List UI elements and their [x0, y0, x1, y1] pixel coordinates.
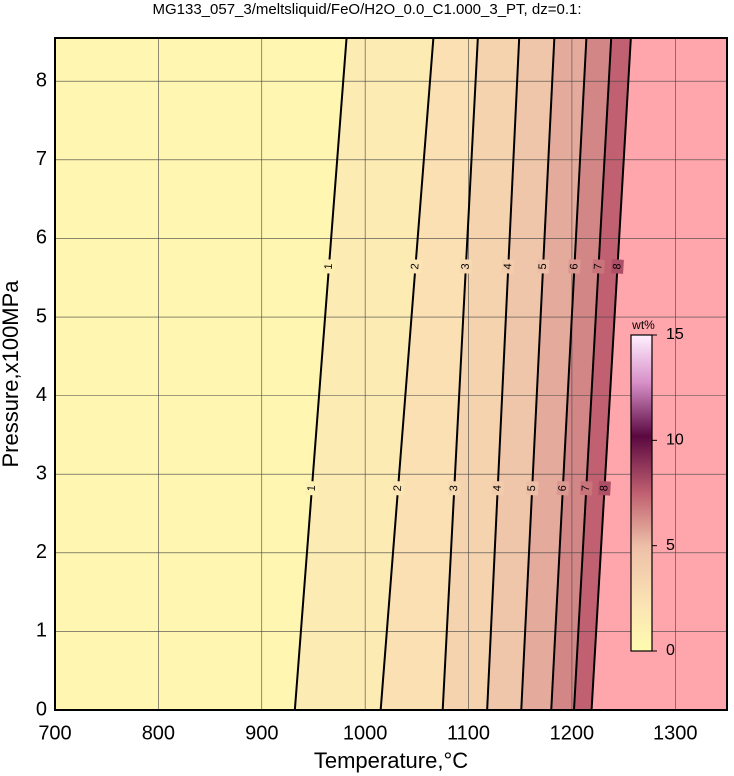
x-axis-label: Temperature,°C [314, 748, 468, 773]
colorbar-tick-label: 0 [666, 642, 675, 659]
x-tick-label: 1100 [447, 722, 490, 744]
contour-label-bg [491, 480, 505, 496]
colorbar-label: wt% [631, 318, 655, 332]
contour-label-group: 8 [598, 480, 611, 496]
chart-title: MG133_057_3/meltsliquid/FeO/H2O_0.0_C1.0… [152, 1, 581, 18]
plot-frame [54, 37, 728, 711]
colorbar [630, 334, 653, 652]
y-tick-label: 6 [36, 227, 47, 249]
contour-label: 3 [460, 263, 472, 270]
y-tick-label: 4 [36, 384, 47, 406]
contour-label-bg [305, 480, 319, 496]
x-tick-label: 700 [38, 722, 71, 744]
contour-line [590, 37, 632, 711]
contour-label-group: 6 [556, 480, 570, 496]
contour-label-bg [391, 480, 405, 496]
y-tick-label: 2 [36, 541, 47, 563]
x-tick-label: 1300 [653, 722, 698, 744]
colorbar-tick-label: 5 [666, 537, 675, 554]
contour-label-group: 2 [408, 259, 422, 274]
plot-area [55, 38, 727, 710]
x-tick-label: 900 [245, 722, 278, 744]
colorbar-tick-label: 10 [666, 432, 684, 449]
contour-line [441, 37, 479, 711]
y-axis-label: Pressure,x100MPa [0, 280, 23, 468]
y-tick-label: 0 [36, 698, 47, 720]
contour-label-bg [579, 480, 593, 496]
contour-label-group: 8 [611, 259, 624, 274]
y-tick-label: 3 [36, 462, 47, 484]
contour-label-group: 7 [579, 480, 593, 496]
contour-label: 6 [557, 485, 569, 492]
x-tick-label: 1000 [343, 722, 388, 744]
contour-label: 4 [491, 485, 503, 492]
contour-label: 2 [409, 263, 421, 270]
contour-label-group: 5 [525, 480, 539, 496]
contour-label-bg [598, 480, 611, 496]
y-tick-label: 5 [36, 305, 47, 327]
x-tick-label: 800 [142, 722, 175, 744]
contour-label-bg [536, 259, 550, 274]
contour-label-group: 1 [322, 259, 336, 274]
contour-label-bg [568, 259, 581, 274]
contour-label-bg [447, 480, 461, 496]
contour-label-group: 1 [305, 480, 319, 496]
contour-label: 8 [611, 263, 623, 270]
contour-label: 1 [306, 485, 318, 492]
contour-label-group: 3 [447, 480, 461, 496]
contour-label-bg [501, 259, 515, 274]
contour-label-group: 6 [568, 259, 581, 274]
contour-label-group: 4 [491, 480, 505, 496]
contour-label: 3 [448, 485, 460, 492]
contour-label: 5 [526, 485, 538, 492]
contour-label-bg [611, 259, 624, 274]
contour-label: 7 [580, 485, 592, 492]
contour-label: 2 [392, 485, 404, 492]
contour-line [379, 37, 435, 711]
contour-line [520, 37, 556, 711]
y-tick-label: 7 [36, 148, 47, 170]
contour-label-group: 4 [501, 259, 515, 274]
colorbar-tick-label: 15 [666, 326, 684, 343]
contour-label-group: 5 [536, 259, 550, 274]
contour-label-bg [525, 480, 539, 496]
contour-line [572, 37, 613, 711]
x-tick-label: 1200 [550, 722, 595, 744]
y-tick-label: 8 [36, 70, 47, 92]
contour-label-bg [322, 259, 336, 274]
contour-label-group: 7 [592, 259, 605, 274]
contour-label: 5 [537, 263, 549, 270]
contour-label-bg [459, 259, 473, 274]
contour-line [486, 37, 521, 711]
contour-band [55, 38, 347, 710]
contour-label: 4 [502, 263, 514, 270]
contour-label: 6 [568, 263, 580, 270]
contour-label: 8 [598, 485, 610, 492]
contour-label-bg [408, 259, 422, 274]
contour-line [550, 37, 588, 711]
overlay: 700 800 900 1000 1100 1200 1300012345678112233… [36, 37, 728, 744]
contour-label-group: 3 [459, 259, 473, 274]
contour-label-bg [556, 480, 570, 496]
contour-line [293, 37, 348, 711]
contour-label: 1 [323, 263, 335, 270]
contour-label-group: 2 [391, 480, 405, 496]
contour-label: 7 [592, 263, 604, 270]
y-tick-label: 1 [36, 620, 47, 642]
contour-label-bg [592, 259, 605, 274]
